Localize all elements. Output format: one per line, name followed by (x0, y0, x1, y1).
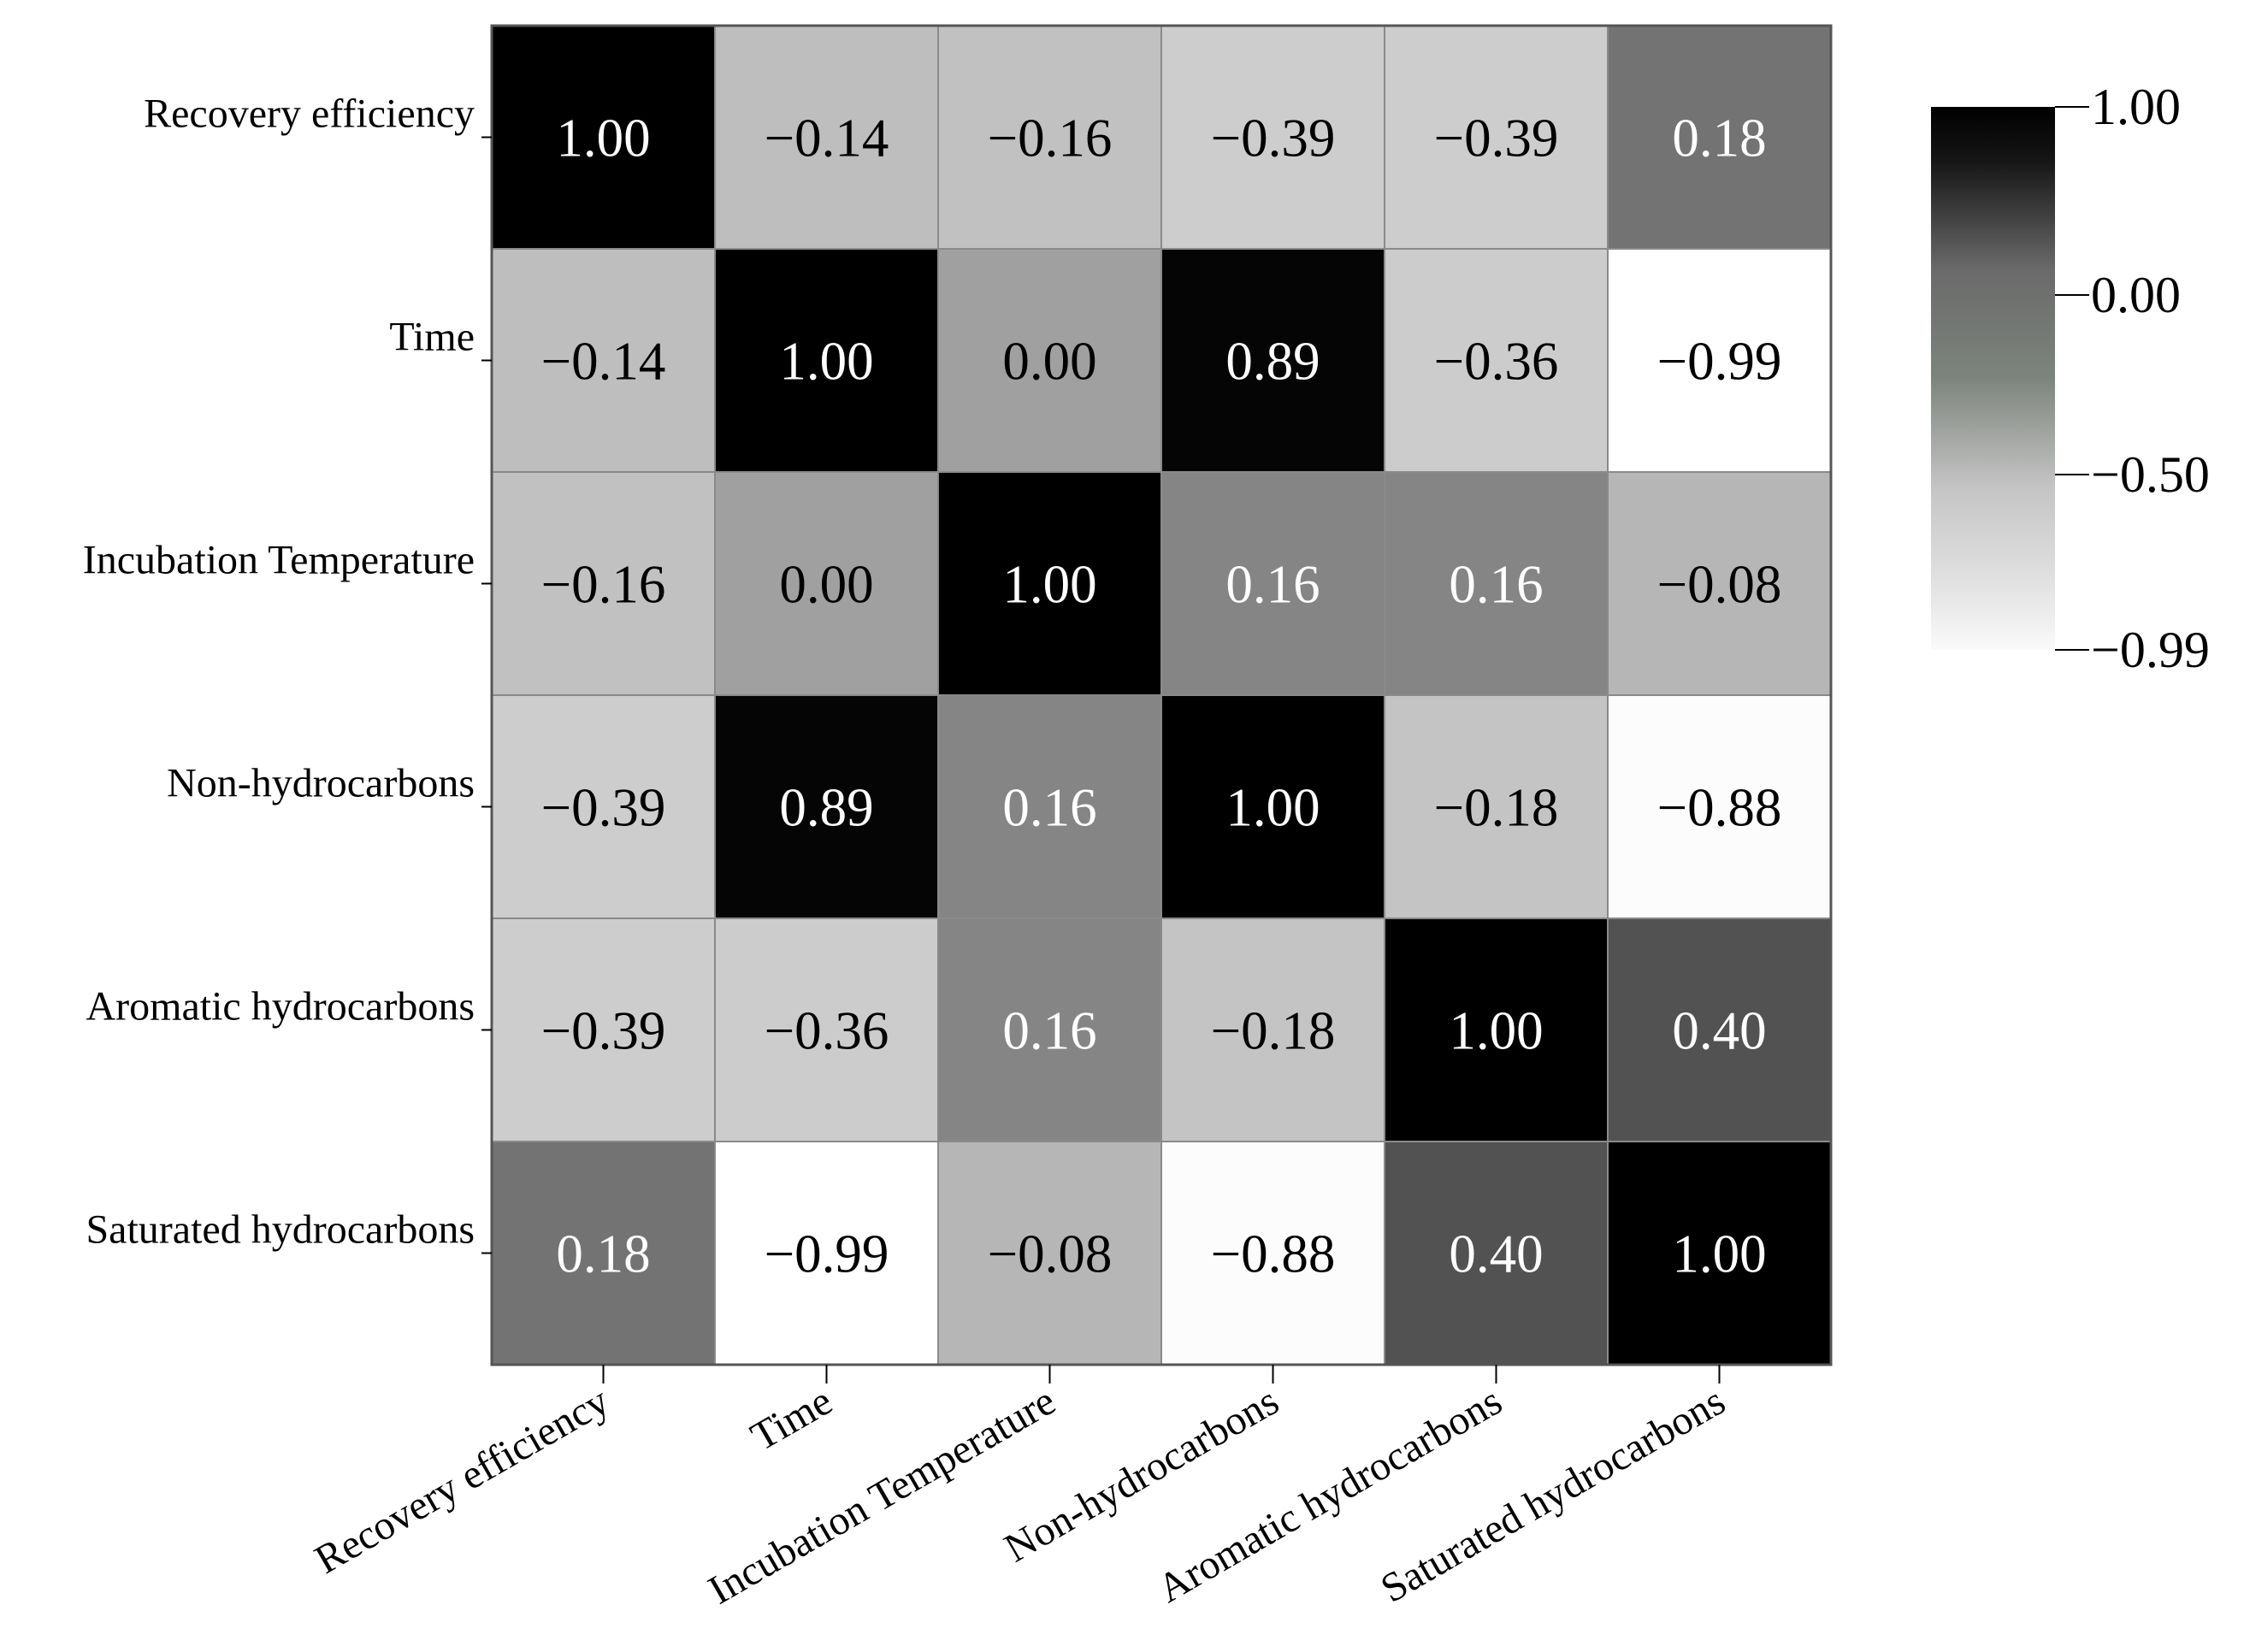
heatmap-cell (714, 694, 939, 919)
heatmap-cell (1607, 1141, 1832, 1366)
colorbar: 1.00 0.00 −0.50 −0.99 (1931, 79, 2210, 678)
heatmap-cell (937, 694, 1162, 919)
cell-value-label: 0.89 (1225, 332, 1320, 392)
heatmap-cell (937, 917, 1162, 1142)
cell-value-label: 0.18 (1672, 109, 1766, 168)
colorbar-gradient (1931, 107, 2055, 650)
colorbar-tick-label: 1.00 (2091, 79, 2181, 135)
cell-value-label: −0.18 (1211, 1001, 1336, 1061)
heatmap-cell (1384, 917, 1609, 1142)
heatmap-cell (1160, 25, 1385, 250)
cell-value-label: 1.00 (556, 109, 650, 168)
row-label-time: Time (389, 315, 475, 360)
heatmap-cell (1607, 471, 1832, 696)
heatmap-cell (491, 917, 716, 1142)
cell-value-label: −0.36 (1434, 332, 1559, 392)
heatmap-cell (1160, 917, 1385, 1142)
heatmap-cell (1384, 25, 1609, 250)
cell-value-label: 0.16 (1225, 555, 1320, 615)
cell-value-label: −0.36 (765, 1001, 889, 1061)
cell-value-label: −0.14 (541, 332, 666, 392)
row-label-non-hydrocarbons: Non-hydrocarbons (167, 761, 475, 806)
cell-value-label: 1.00 (1449, 1001, 1543, 1061)
colorbar-tick-label: 0.00 (2091, 267, 2181, 323)
heatmap-cell (1160, 248, 1385, 473)
heatmap-cell (937, 471, 1162, 696)
cell-value-label: −0.16 (988, 109, 1113, 168)
cell-value-label: 1.00 (1672, 1224, 1766, 1284)
cell-value-label: 1.00 (1002, 555, 1096, 615)
heatmap-cell (491, 471, 716, 696)
cell-value-label: −0.88 (1657, 778, 1782, 838)
heatmap-cell (1607, 25, 1832, 250)
heatmap-cell (1607, 248, 1832, 473)
cell-value-label: 1.00 (1225, 778, 1320, 838)
cell-value-label: −0.08 (988, 1224, 1113, 1284)
cell-value-label: 0.89 (779, 778, 873, 838)
colorbar-tick-label: −0.99 (2091, 622, 2210, 678)
cell-value-label: −0.08 (1657, 555, 1782, 615)
cell-value-label: −0.39 (541, 1001, 666, 1061)
colorbar-tick-label: −0.50 (2091, 446, 2210, 503)
cell-value-label: −0.18 (1434, 778, 1559, 838)
cell-value-label: −0.99 (1657, 332, 1782, 392)
cell-value-label: 0.18 (556, 1224, 650, 1284)
heatmap-cell (1384, 694, 1609, 919)
heatmap-cell (1384, 471, 1609, 696)
column-label-time: Time (743, 1378, 840, 1460)
cell-value-label: −0.39 (1434, 109, 1559, 168)
row-label-incubation-temperature: Incubation Temperature (83, 538, 475, 583)
cell-value-label: 0.16 (1002, 778, 1096, 838)
column-label-recovery-efficiency: Recovery efficiency (307, 1378, 617, 1583)
heatmap-cell (714, 25, 939, 250)
plot-frame (490, 24, 1833, 1366)
heatmap-cell (1160, 471, 1385, 696)
cell-value-label: −0.39 (541, 778, 666, 838)
heatmap-cells: 1.00 −0.14 −0.16 −0.39 −0.39 0.18 −0.14 1.00 0.0… (491, 25, 1832, 1366)
heatmap-cell (714, 471, 939, 696)
cell-value-label: 0.40 (1672, 1001, 1766, 1061)
heatmap-cell (491, 694, 716, 919)
row-label-saturated-hydrocarbons: Saturated hydrocarbons (86, 1207, 475, 1253)
cell-value-label: −0.99 (765, 1224, 889, 1284)
cell-value-label: 0.00 (1002, 332, 1096, 392)
cell-value-label: 0.40 (1449, 1224, 1543, 1284)
heatmap-cell (1384, 1141, 1609, 1366)
cell-value-label: 1.00 (779, 332, 873, 392)
cell-value-label: 0.00 (779, 555, 873, 615)
heatmap-cell (1160, 694, 1385, 919)
cell-value-label: −0.39 (1211, 109, 1336, 168)
heatmap-cell (491, 1141, 716, 1366)
heatmap-cell (491, 25, 716, 250)
row-label-recovery-efficiency: Recovery efficiency (144, 91, 475, 137)
cell-value-label: 0.16 (1002, 1001, 1096, 1061)
cell-value-label: −0.88 (1211, 1224, 1336, 1284)
heatmap-cell (714, 248, 939, 473)
row-label-aromatic-hydrocarbons: Aromatic hydrocarbons (86, 984, 475, 1030)
cell-value-label: −0.16 (541, 555, 666, 615)
row-labels: Recovery efficiency Time Incubation Temper… (83, 91, 492, 1254)
cell-value-label: −0.14 (765, 109, 889, 168)
cell-value-label: 0.16 (1449, 555, 1543, 615)
